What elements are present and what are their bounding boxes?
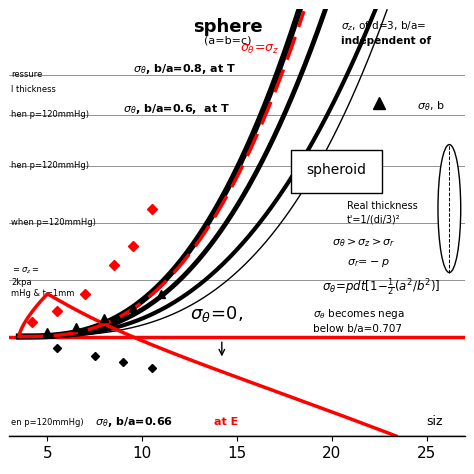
Text: at E: at E <box>214 417 238 427</box>
Text: $\sigma_\theta\!=\!\sigma_z$: $\sigma_\theta\!=\!\sigma_z$ <box>240 43 280 56</box>
Text: $\sigma_\theta$, b/a=0.8, at T: $\sigma_\theta$, b/a=0.8, at T <box>133 62 236 76</box>
Text: $\sigma_\theta$, b/a=0.66: $\sigma_\theta$, b/a=0.66 <box>95 415 173 428</box>
Text: $=\sigma_z=$: $=\sigma_z=$ <box>11 266 40 276</box>
Text: en p=120mmHg): en p=120mmHg) <box>11 418 84 427</box>
Text: siz: siz <box>427 415 443 428</box>
Text: $\sigma_\theta$ becomes nega: $\sigma_\theta$ becomes nega <box>313 307 405 320</box>
Text: $\sigma_\theta\!=\!pdt[1\!-\!\frac{1}{2}(a^2/b^2)]$: $\sigma_\theta\!=\!pdt[1\!-\!\frac{1}{2}… <box>322 276 441 298</box>
Text: $\sigma_z$, of d=3, b/a=: $\sigma_z$, of d=3, b/a= <box>341 19 427 33</box>
Text: below b/a=0.707: below b/a=0.707 <box>313 324 402 334</box>
Text: sphere: sphere <box>193 18 262 36</box>
Text: l thickness: l thickness <box>11 85 56 93</box>
Text: hen p=120mmHg): hen p=120mmHg) <box>11 110 90 119</box>
Text: (a=b=c): (a=b=c) <box>204 35 251 45</box>
FancyBboxPatch shape <box>291 150 382 193</box>
Text: $\sigma_\theta\!=\!0,$: $\sigma_\theta\!=\!0,$ <box>190 304 243 325</box>
Text: Real thickness: Real thickness <box>347 201 418 210</box>
Text: $\sigma_\theta$, b: $\sigma_\theta$, b <box>417 99 445 113</box>
Text: 2kpa: 2kpa <box>11 278 32 287</box>
Text: hen p=120mmHg): hen p=120mmHg) <box>11 162 90 170</box>
Text: t'=1/(di/3)²: t'=1/(di/3)² <box>347 215 401 225</box>
Text: $\sigma_r\!=\!-p$: $\sigma_r\!=\!-p$ <box>347 257 390 269</box>
Text: $\sigma_\theta > \sigma_z > \sigma_r$: $\sigma_\theta > \sigma_z > \sigma_r$ <box>332 237 395 249</box>
Text: when p=120mmHg): when p=120mmHg) <box>11 219 96 227</box>
Text: spheroid: spheroid <box>307 163 366 177</box>
Text: independent of: independent of <box>341 36 431 46</box>
Text: $\sigma_\theta$, b/a=0.6,  at T: $\sigma_\theta$, b/a=0.6, at T <box>123 102 230 116</box>
Text: mHg & t=1mm: mHg & t=1mm <box>11 290 75 298</box>
Text: ressure: ressure <box>11 71 43 79</box>
Ellipse shape <box>438 145 461 273</box>
